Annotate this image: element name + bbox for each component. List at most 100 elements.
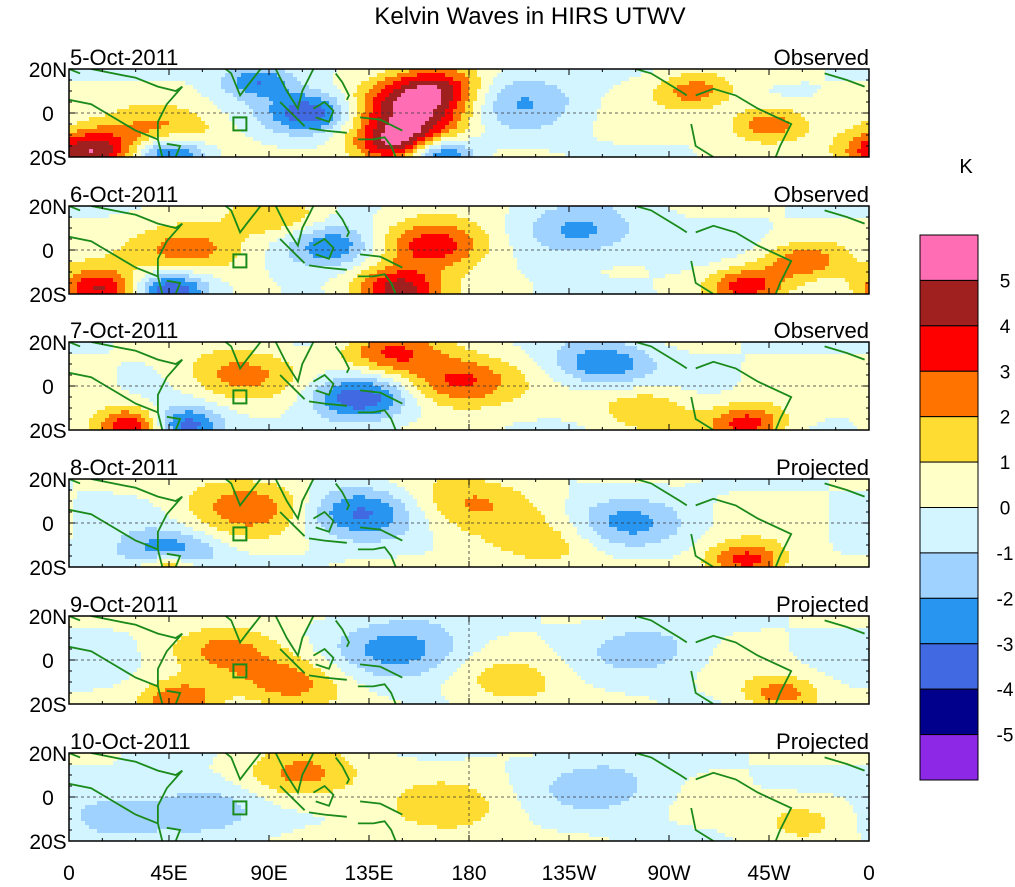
- heat-cell: [805, 93, 810, 98]
- heat-cell: [593, 206, 598, 211]
- heat-cell: [729, 73, 734, 78]
- heat-cell: [101, 141, 106, 146]
- heat-cell: [317, 97, 322, 102]
- heat-cell: [693, 206, 698, 211]
- heat-cell: [449, 77, 454, 82]
- heat-cell: [569, 113, 574, 118]
- heat-cell: [741, 145, 746, 150]
- heat-cell: [641, 89, 646, 94]
- heat-cell: [301, 206, 306, 211]
- heat-cell: [621, 81, 626, 86]
- heat-cell: [833, 73, 838, 78]
- heat-cell: [213, 77, 218, 82]
- heat-cell: [385, 73, 390, 78]
- heat-cell: [409, 137, 414, 142]
- heat-cell: [113, 210, 118, 215]
- heat-cell: [653, 129, 658, 134]
- heat-cell: [849, 81, 854, 86]
- heat-cell: [821, 69, 826, 74]
- heat-cell: [221, 145, 226, 150]
- heat-cell: [645, 101, 650, 106]
- heat-cell: [341, 73, 346, 78]
- heat-cell: [137, 137, 142, 142]
- heat-cell: [465, 121, 470, 126]
- heat-cell: [609, 121, 614, 126]
- heat-cell: [753, 109, 758, 114]
- heat-cell: [77, 97, 82, 102]
- heat-cell: [737, 117, 742, 122]
- heat-cell: [665, 69, 670, 74]
- heat-cell: [741, 129, 746, 134]
- heat-cell: [97, 129, 102, 134]
- heat-cell: [457, 129, 462, 134]
- heat-cell: [537, 73, 542, 78]
- heat-cell: [153, 145, 158, 150]
- heat-cell: [305, 129, 310, 134]
- heat-cell: [685, 69, 690, 74]
- heat-cell: [173, 73, 178, 78]
- heat-cell: [653, 125, 658, 130]
- heat-cell: [393, 137, 398, 142]
- heat-cell: [237, 81, 242, 86]
- heat-cell: [809, 109, 814, 114]
- heat-cell: [837, 77, 842, 82]
- heat-cell: [801, 69, 806, 74]
- heat-cell: [793, 137, 798, 142]
- heat-cell: [73, 81, 78, 86]
- heat-cell: [553, 117, 558, 122]
- heat-cell: [277, 153, 282, 157]
- heat-cell: [821, 210, 826, 215]
- heat-cell: [705, 69, 710, 74]
- heat-cell: [741, 69, 746, 74]
- heat-cell: [541, 77, 546, 82]
- heat-cell: [125, 93, 130, 98]
- heat-cell: [169, 73, 174, 78]
- heat-cell: [549, 210, 554, 215]
- heat-cell: [609, 93, 614, 98]
- heat-cell: [385, 133, 390, 138]
- heat-cell: [661, 129, 666, 134]
- heat-cell: [449, 149, 454, 154]
- heat-cell: [361, 125, 366, 130]
- heat-cell: [601, 210, 606, 215]
- heat-cell: [817, 145, 822, 150]
- heat-cell: [301, 125, 306, 130]
- heat-cell: [281, 141, 286, 146]
- heat-cell: [149, 133, 154, 138]
- heat-cell: [317, 85, 322, 90]
- heat-cell: [417, 137, 422, 142]
- heat-cell: [781, 149, 786, 154]
- heat-cell: [265, 69, 270, 74]
- heat-cell: [105, 97, 110, 102]
- heat-cell: [285, 125, 290, 130]
- heat-cell: [293, 214, 298, 219]
- heat-cell: [485, 145, 490, 150]
- heat-cell: [201, 145, 206, 150]
- heat-cell: [413, 69, 418, 74]
- heat-cell: [197, 85, 202, 90]
- heat-cell: [189, 85, 194, 90]
- heat-cell: [333, 93, 338, 98]
- heat-cell: [249, 210, 254, 215]
- heat-cell: [301, 133, 306, 138]
- heat-cell: [569, 101, 574, 106]
- heat-cell: [693, 149, 698, 154]
- heat-cell: [85, 85, 90, 90]
- heat-cell: [685, 109, 690, 114]
- heat-cell: [673, 145, 678, 150]
- heat-cell: [121, 101, 126, 106]
- heat-cell: [361, 214, 366, 219]
- heat-cell: [797, 109, 802, 114]
- heat-cell: [829, 97, 834, 102]
- heat-cell: [677, 141, 682, 146]
- heat-cell: [645, 77, 650, 82]
- heat-cell: [293, 125, 298, 130]
- heat-cell: [809, 105, 814, 110]
- heat-cell: [577, 109, 582, 114]
- heat-cell: [773, 133, 778, 138]
- heat-cell: [845, 89, 850, 94]
- heat-cell: [213, 81, 218, 86]
- heat-cell: [785, 145, 790, 150]
- heat-cell: [665, 137, 670, 142]
- heat-cell: [305, 109, 310, 114]
